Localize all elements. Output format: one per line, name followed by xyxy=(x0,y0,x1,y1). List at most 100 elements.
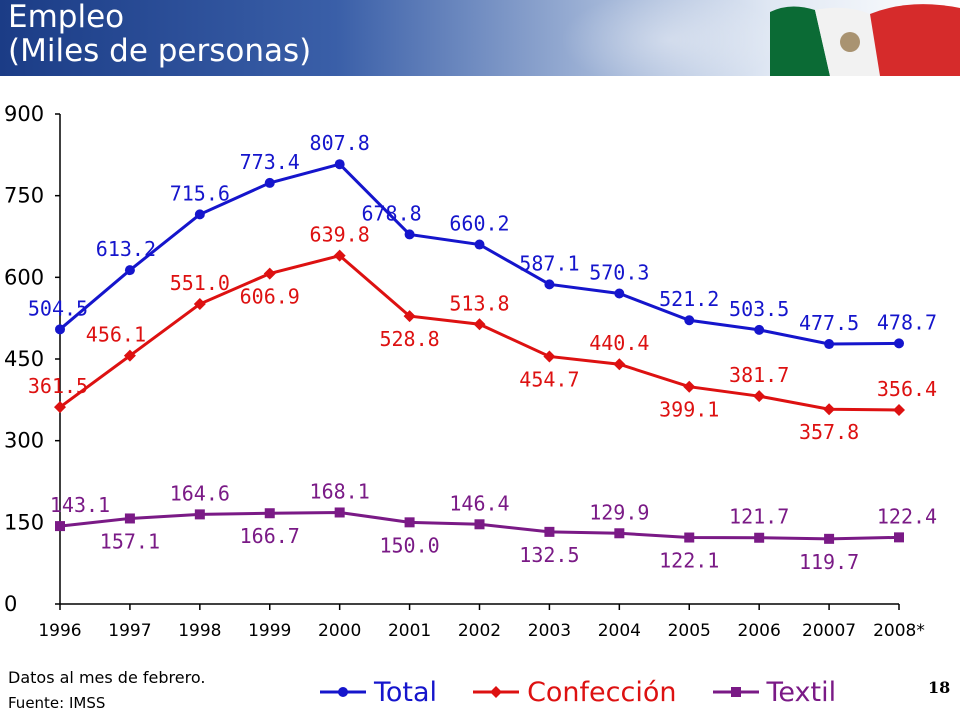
data-label-total: 477.5 xyxy=(799,311,859,335)
data-point-textil xyxy=(404,517,415,528)
data-label-total: 678.8 xyxy=(361,201,421,225)
y-tick-label: 300 xyxy=(4,429,44,453)
data-label-textil: 119.7 xyxy=(799,550,859,574)
data-point-confeccion xyxy=(683,380,696,393)
data-point-total xyxy=(614,288,625,299)
data-label-total: 570.3 xyxy=(589,261,649,285)
y-tick-label: 750 xyxy=(4,184,44,208)
data-point-confeccion xyxy=(193,298,206,311)
data-point-confeccion xyxy=(823,403,836,416)
data-point-total xyxy=(264,177,275,188)
data-label-total: 478.7 xyxy=(877,310,937,334)
x-tick-label: 1997 xyxy=(108,621,151,641)
data-label-confeccion: 639.8 xyxy=(310,223,370,247)
x-tick-label: 2001 xyxy=(388,621,431,641)
data-point-total xyxy=(544,279,555,290)
x-tick-label: 2003 xyxy=(528,621,571,641)
data-point-total xyxy=(124,265,135,276)
data-label-confeccion: 356.4 xyxy=(877,377,937,401)
legend-marker-total xyxy=(320,687,366,697)
data-label-textil: 150.0 xyxy=(379,533,439,557)
data-label-confeccion: 456.1 xyxy=(86,323,146,347)
data-label-confeccion: 606.9 xyxy=(240,285,300,309)
data-label-total: 521.2 xyxy=(659,287,719,311)
data-point-confeccion xyxy=(263,267,276,280)
data-point-confeccion xyxy=(893,403,905,416)
data-label-total: 715.6 xyxy=(170,181,230,205)
x-tick-label: 20007 xyxy=(802,621,856,641)
data-point-textil xyxy=(264,508,275,519)
chart-legend: Total Confección Textil xyxy=(318,674,870,710)
legend-item-textil: Textil xyxy=(711,676,837,708)
data-label-confeccion: 454.7 xyxy=(519,367,579,391)
data-label-total: 587.1 xyxy=(519,251,579,275)
x-tick-label: 2008* xyxy=(873,621,925,641)
data-label-textil: 122.1 xyxy=(659,549,719,573)
data-point-textil xyxy=(614,528,625,539)
x-tick-label: 1999 xyxy=(248,621,291,641)
data-point-total xyxy=(194,209,205,220)
x-tick-label: 2004 xyxy=(598,621,641,641)
data-label-confeccion: 528.8 xyxy=(379,327,439,351)
data-point-total xyxy=(894,338,904,349)
legend-label-confeccion: Confección xyxy=(527,676,677,708)
legend-item-confeccion: Confección xyxy=(471,676,677,708)
data-point-confeccion xyxy=(613,358,626,371)
data-point-textil xyxy=(894,532,904,543)
legend-label-total: Total xyxy=(374,676,438,708)
data-label-confeccion: 399.1 xyxy=(659,398,719,422)
y-tick-label: 900 xyxy=(4,102,44,126)
data-point-confeccion xyxy=(54,401,66,414)
data-label-confeccion: 551.0 xyxy=(170,271,230,295)
x-tick-label: 2002 xyxy=(458,621,501,641)
data-label-total: 504.5 xyxy=(28,296,88,320)
data-label-confeccion: 381.7 xyxy=(729,363,789,387)
data-point-confeccion xyxy=(333,249,346,262)
x-tick-label: 1996 xyxy=(38,621,81,641)
data-point-textil xyxy=(754,532,765,543)
data-label-textil: 132.5 xyxy=(519,543,579,567)
y-tick-label: 0 xyxy=(4,592,17,616)
data-point-confeccion xyxy=(123,349,136,362)
y-tick-label: 450 xyxy=(4,347,44,371)
data-label-textil: 122.4 xyxy=(877,504,937,528)
data-point-total xyxy=(474,239,485,250)
legend-marker-textil xyxy=(712,687,759,697)
data-point-confeccion xyxy=(753,390,766,403)
page-number: 18 xyxy=(928,678,951,697)
data-label-textil: 168.1 xyxy=(310,479,370,503)
eagle-emblem-watermark xyxy=(560,0,780,76)
data-label-textil: 143.1 xyxy=(50,493,110,517)
x-tick-label: 2000 xyxy=(318,621,361,641)
x-tick-label: 1998 xyxy=(178,621,221,641)
data-label-confeccion: 357.8 xyxy=(799,420,859,444)
x-tick-label: 2005 xyxy=(668,621,711,641)
data-label-textil: 164.6 xyxy=(170,481,230,505)
data-point-total xyxy=(404,229,415,240)
data-label-textil: 146.4 xyxy=(449,491,509,515)
y-tick-label: 600 xyxy=(4,265,44,289)
data-point-textil xyxy=(334,507,345,518)
footnote: Datos al mes de febrero. xyxy=(8,668,206,687)
data-point-textil xyxy=(474,519,485,530)
data-label-confeccion: 513.8 xyxy=(449,291,509,315)
data-point-confeccion xyxy=(543,350,556,363)
source-note: Fuente: IMSS xyxy=(8,694,106,712)
data-point-total xyxy=(754,324,765,335)
data-point-textil xyxy=(684,532,695,543)
data-label-textil: 166.7 xyxy=(240,524,300,548)
data-label-textil: 157.1 xyxy=(100,529,160,553)
mexican-flag-icon xyxy=(770,4,960,76)
data-label-confeccion: 440.4 xyxy=(589,331,649,355)
data-label-total: 773.4 xyxy=(240,150,300,174)
data-point-total xyxy=(684,315,695,326)
employment-line-chart: 0 150 300 450 600 750 900 1996 1997 1998 1999 2000 2… xyxy=(4,102,937,641)
legend-label-textil: Textil xyxy=(766,676,837,708)
data-point-textil xyxy=(824,533,835,544)
data-point-total xyxy=(55,324,65,335)
data-label-total: 807.8 xyxy=(310,131,370,155)
data-point-total xyxy=(334,159,345,170)
data-label-confeccion: 361.5 xyxy=(28,374,88,398)
legend-marker-confeccion xyxy=(473,686,520,698)
legend-item-total: Total xyxy=(318,677,437,708)
